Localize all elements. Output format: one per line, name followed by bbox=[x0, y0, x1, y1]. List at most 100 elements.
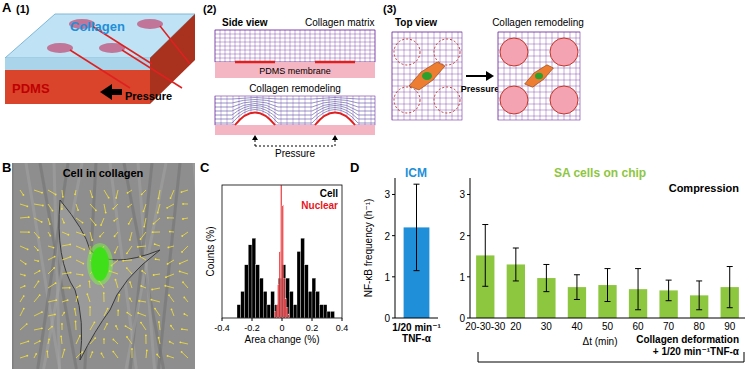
displacement-vector bbox=[75, 190, 77, 194]
grid-line bbox=[299, 96, 300, 125]
plot-area bbox=[476, 225, 739, 318]
displacement-vector bbox=[90, 204, 96, 210]
displacement-vector bbox=[75, 309, 76, 316]
vector-tip bbox=[39, 294, 41, 296]
hist-bar bbox=[282, 205, 284, 318]
error-bar bbox=[574, 275, 580, 300]
displacement-vector bbox=[141, 286, 146, 288]
hist-bar bbox=[284, 278, 286, 318]
vector-tip bbox=[23, 194, 25, 196]
displacement-vector bbox=[101, 218, 104, 225]
hist-bar bbox=[288, 314, 290, 318]
vector-tip bbox=[82, 222, 84, 224]
vector-tip bbox=[107, 308, 109, 310]
vector-tip bbox=[181, 191, 183, 193]
vector-tip bbox=[126, 312, 128, 314]
displacement-vector bbox=[104, 309, 108, 316]
hist-bar bbox=[316, 291, 320, 318]
pressure-spot bbox=[500, 38, 528, 66]
vector-tip bbox=[103, 338, 105, 340]
displacement-vector bbox=[138, 313, 146, 316]
displacement-vector bbox=[90, 352, 92, 358]
vector-tip bbox=[126, 252, 128, 254]
displacement-vector bbox=[118, 295, 119, 302]
error-line bbox=[416, 184, 417, 270]
displacement-vector bbox=[142, 190, 146, 194]
x-tick bbox=[282, 318, 283, 321]
x-axis bbox=[470, 318, 745, 319]
x-tick-label: 0 bbox=[279, 323, 284, 333]
displacement-vector bbox=[172, 309, 174, 316]
vector-tip bbox=[81, 351, 83, 353]
displacement-vector bbox=[103, 293, 104, 302]
displacement-vector bbox=[48, 314, 55, 316]
vector-tip bbox=[179, 263, 181, 265]
vector-tip bbox=[165, 276, 167, 278]
error-line bbox=[485, 225, 486, 287]
vector-tip bbox=[146, 350, 148, 352]
displacement-vector bbox=[184, 314, 188, 316]
vector-tip bbox=[74, 308, 76, 310]
vector-tip bbox=[113, 220, 115, 222]
displacement-vector bbox=[47, 351, 49, 358]
error-bar bbox=[696, 281, 702, 310]
pressure-dots bbox=[335, 139, 336, 146]
pressure-spot bbox=[500, 86, 528, 114]
y-tick bbox=[392, 194, 395, 195]
displacement-vector bbox=[48, 257, 55, 260]
matrix bbox=[215, 96, 375, 125]
error-bar bbox=[666, 280, 672, 301]
hist-bar bbox=[312, 278, 316, 318]
displacement-vector bbox=[76, 336, 80, 344]
remodel-label: Collagen remodeling bbox=[492, 17, 584, 28]
vector-tip bbox=[167, 217, 169, 219]
displacement-vector bbox=[114, 218, 118, 221]
x-tick bbox=[342, 318, 343, 321]
vector-tip bbox=[46, 350, 48, 352]
frame bbox=[222, 185, 342, 318]
grid-line bbox=[392, 50, 462, 51]
pdms-layer bbox=[215, 62, 375, 78]
fiber bbox=[12, 163, 14, 369]
vector-tip bbox=[167, 247, 169, 249]
hist-bar bbox=[286, 278, 290, 318]
displacement-vector bbox=[128, 190, 132, 193]
vector-tip bbox=[67, 299, 69, 301]
vector-tip bbox=[42, 205, 44, 207]
vector-tip bbox=[158, 337, 160, 339]
error-bar bbox=[513, 248, 519, 281]
displacement-vector bbox=[182, 329, 188, 331]
displacement-vector bbox=[75, 321, 76, 330]
x-tick-label: 90 bbox=[724, 321, 736, 332]
displacement-vector bbox=[62, 287, 70, 288]
pressure-spot bbox=[434, 87, 460, 113]
grid-line bbox=[215, 38, 375, 39]
vector-tip bbox=[51, 326, 53, 328]
displacement-vector bbox=[90, 218, 96, 225]
displacement-vector bbox=[168, 356, 174, 358]
vector-tip bbox=[26, 323, 28, 325]
displacement-vector bbox=[129, 218, 132, 224]
hist-bar bbox=[245, 265, 249, 318]
displacement-vector bbox=[62, 300, 68, 302]
vector-tip bbox=[99, 236, 101, 238]
grid-line bbox=[446, 32, 447, 120]
image-title: Cell in collagen bbox=[63, 167, 144, 179]
displacement-vector bbox=[166, 274, 174, 277]
fiber bbox=[194, 163, 195, 369]
matrix bbox=[392, 32, 462, 120]
displacement-vector bbox=[48, 327, 52, 330]
vector-tip bbox=[117, 309, 119, 311]
hist-bar bbox=[276, 305, 278, 318]
vector-tip bbox=[112, 351, 114, 353]
displacement-vector bbox=[62, 190, 64, 197]
grid-line bbox=[404, 32, 405, 120]
displacement-vector bbox=[20, 217, 29, 219]
vector-tip bbox=[118, 294, 120, 296]
displacement-vector bbox=[169, 295, 174, 302]
displacement-vector bbox=[62, 350, 64, 358]
displacement-vector bbox=[167, 204, 174, 208]
displacement-vector bbox=[34, 246, 38, 250]
grid-line bbox=[392, 32, 393, 120]
displacement-vector bbox=[62, 273, 71, 274]
